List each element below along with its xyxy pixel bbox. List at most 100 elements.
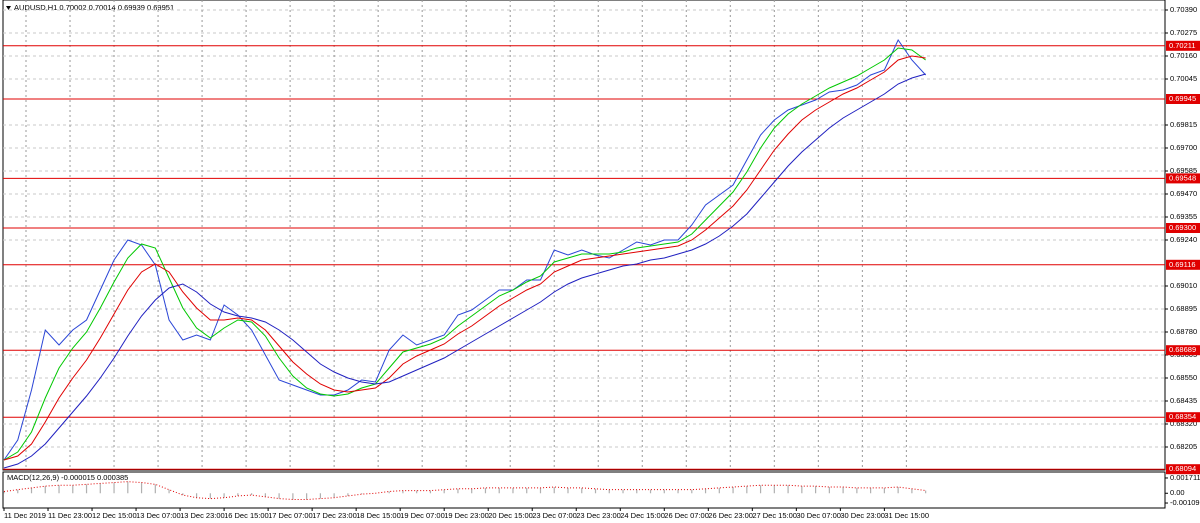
macd-bar [292,493,294,500]
macd-frame [2,471,1166,509]
x-tick-label: 19 Dec 23:00 [444,511,489,520]
macd-bar [429,490,432,494]
macd-bar [704,488,707,494]
x-tick-label: 18 Dec 15:00 [356,511,401,520]
macd-bar [828,487,830,494]
series-line [3,55,926,461]
macd-bar [85,484,88,494]
macd-bar [911,488,913,494]
macd-bar [99,483,101,494]
x-tick-label: 31 Dec 15:00 [884,511,929,520]
y-tick-label: 0.68895 [1170,304,1197,313]
macd-bar [594,488,597,494]
y-tick-label: -0.001093 [1170,498,1200,507]
level-label: 0.68354 [1169,412,1196,421]
macd-bar [581,487,583,494]
y-tick-label: 0.69470 [1170,189,1197,198]
macd-bar [319,493,321,499]
level-tag [1166,345,1200,356]
macd-bar [168,489,170,494]
level-tag [1166,464,1200,475]
macd-bar [44,486,46,494]
y-tick-label: 0.68435 [1170,396,1197,405]
macd-bar [72,485,74,494]
macd-bar [17,489,19,494]
macd-bar [746,486,748,494]
macd-bar [182,493,184,496]
x-tick-label: 11 Dec 2019 [4,511,46,520]
x-tick-label: 26 Dec 07:00 [664,511,709,520]
level-tag [1166,412,1200,423]
level-label: 0.69548 [1169,173,1196,182]
macd-bar [883,487,885,494]
macd-bar [333,493,335,498]
macd-bar [195,493,198,498]
macd-bar [925,490,927,494]
x-tick-label: 19 Dec 07:00 [400,511,445,520]
chart-title: AUDUSD,H1 0.70002 0.70014 0.69939 0.6995… [14,3,174,12]
macd-bar [677,489,679,494]
macd-bar [801,486,803,494]
menu-arrow[interactable] [6,6,11,10]
x-tick-label: 13 Dec 07:00 [136,511,181,520]
level-label: 0.69116 [1169,260,1196,269]
y-tick-label: 0.70045 [1170,74,1197,83]
macd-bar [649,489,652,494]
macd-bar [732,487,734,494]
level-tag [1166,259,1200,270]
macd-bar [484,487,487,494]
macd-bar [787,485,789,494]
level-tag [1166,40,1200,51]
level-tag [1166,173,1200,184]
y-tick-label: 0.69700 [1170,143,1197,152]
series-line [3,481,926,501]
y-tick-label: 0.69355 [1170,212,1197,221]
y-tick-label: 0.68780 [1170,327,1197,336]
y-tick-label: 0.00 [1170,488,1185,497]
macd-bar [127,481,129,494]
macd-bar [622,489,624,494]
x-tick-label: 17 Dec 23:00 [312,511,357,520]
level-label: 0.70211 [1169,41,1196,50]
macd-bar [306,493,308,500]
macd-bar [223,493,225,498]
macd-bar [113,482,115,494]
macd-bar [416,490,418,494]
y-tick-label: 0.70275 [1170,28,1197,37]
series-line [3,47,926,461]
macd-bar [636,489,638,494]
y-tick-label: 0.68205 [1170,442,1197,451]
x-tick-label: 20 Dec 15:00 [488,511,533,520]
macd-bar [691,489,693,494]
macd-bar [718,487,720,494]
y-tick-label: 0.68320 [1170,419,1197,428]
macd-bar [663,489,665,494]
x-tick-label: 26 Dec 23:00 [708,511,753,520]
series-line [3,38,927,461]
series-line [3,73,926,469]
macd-bar [3,491,5,494]
macd-bar [402,490,404,494]
macd-bar [553,487,555,494]
x-tick-label: 23 Dec 23:00 [576,511,621,520]
macd-bar [856,487,858,494]
macd-bar [388,491,390,494]
main-frame [2,0,1166,471]
x-tick-label: 24 Dec 15:00 [620,511,665,520]
x-tick-label: 12 Dec 15:00 [92,511,137,520]
macd-bar [471,488,473,494]
macd-bar [278,493,280,499]
macd-bar [30,487,33,494]
macd-bar [361,493,363,495]
macd-bar [237,493,239,496]
x-tick-label: 16 Dec 15:00 [224,511,269,520]
macd-bar [526,487,528,494]
macd-bar [759,485,762,494]
x-tick-label: 13 Dec 23:00 [180,511,225,520]
y-tick-label: 0.69240 [1170,235,1197,244]
macd-bar [814,486,817,494]
x-tick-label: 30 Dec 07:00 [796,511,841,520]
macd-bar [209,493,211,499]
y-tick-label: 0.70390 [1170,5,1197,14]
